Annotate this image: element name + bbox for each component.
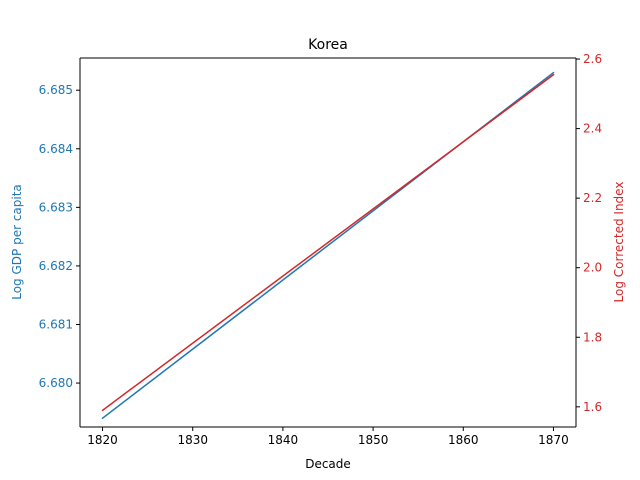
x-axis-ticks: 1820 1830 1840 1850 1860 1870: [87, 427, 569, 447]
x-tick-label: 1820: [87, 433, 118, 447]
x-tick-label: 1850: [358, 433, 389, 447]
left-y-tick-label: 6.680: [39, 376, 73, 390]
left-y-tick-label: 6.682: [39, 259, 73, 273]
left-y-axis-label: Log GDP per capita: [10, 184, 24, 300]
right-y-tick-label: 2.0: [583, 261, 602, 275]
x-tick-label: 1870: [538, 433, 569, 447]
right-y-tick-label: 2.4: [583, 122, 602, 136]
series-layer: [101, 71, 555, 420]
right-y-tick-label: 2.2: [583, 191, 602, 205]
left-y-tick-label: 6.684: [39, 142, 73, 156]
left-y-tick-label: 6.685: [39, 83, 73, 97]
series-line-right: [101, 73, 555, 412]
right-y-axis-label: Log Corrected Index: [612, 182, 626, 303]
x-tick-label: 1840: [268, 433, 299, 447]
left-y-axis-ticks: 6.680 6.681 6.682 6.683 6.684 6.685: [39, 83, 80, 390]
left-y-tick-label: 6.683: [39, 200, 73, 214]
x-tick-label: 1860: [448, 433, 479, 447]
x-axis-label: Decade: [305, 457, 351, 471]
x-tick-label: 1830: [177, 433, 208, 447]
right-y-tick-label: 1.6: [583, 400, 602, 414]
right-y-tick-label: 2.6: [583, 52, 602, 66]
plot-frame: [79, 57, 577, 428]
right-y-axis-ticks: 1.6 1.8 2.0 2.2 2.4 2.6: [576, 52, 602, 414]
left-y-tick-label: 6.681: [39, 318, 73, 332]
right-y-tick-label: 1.8: [583, 330, 602, 344]
chart-title: Korea: [308, 37, 348, 53]
